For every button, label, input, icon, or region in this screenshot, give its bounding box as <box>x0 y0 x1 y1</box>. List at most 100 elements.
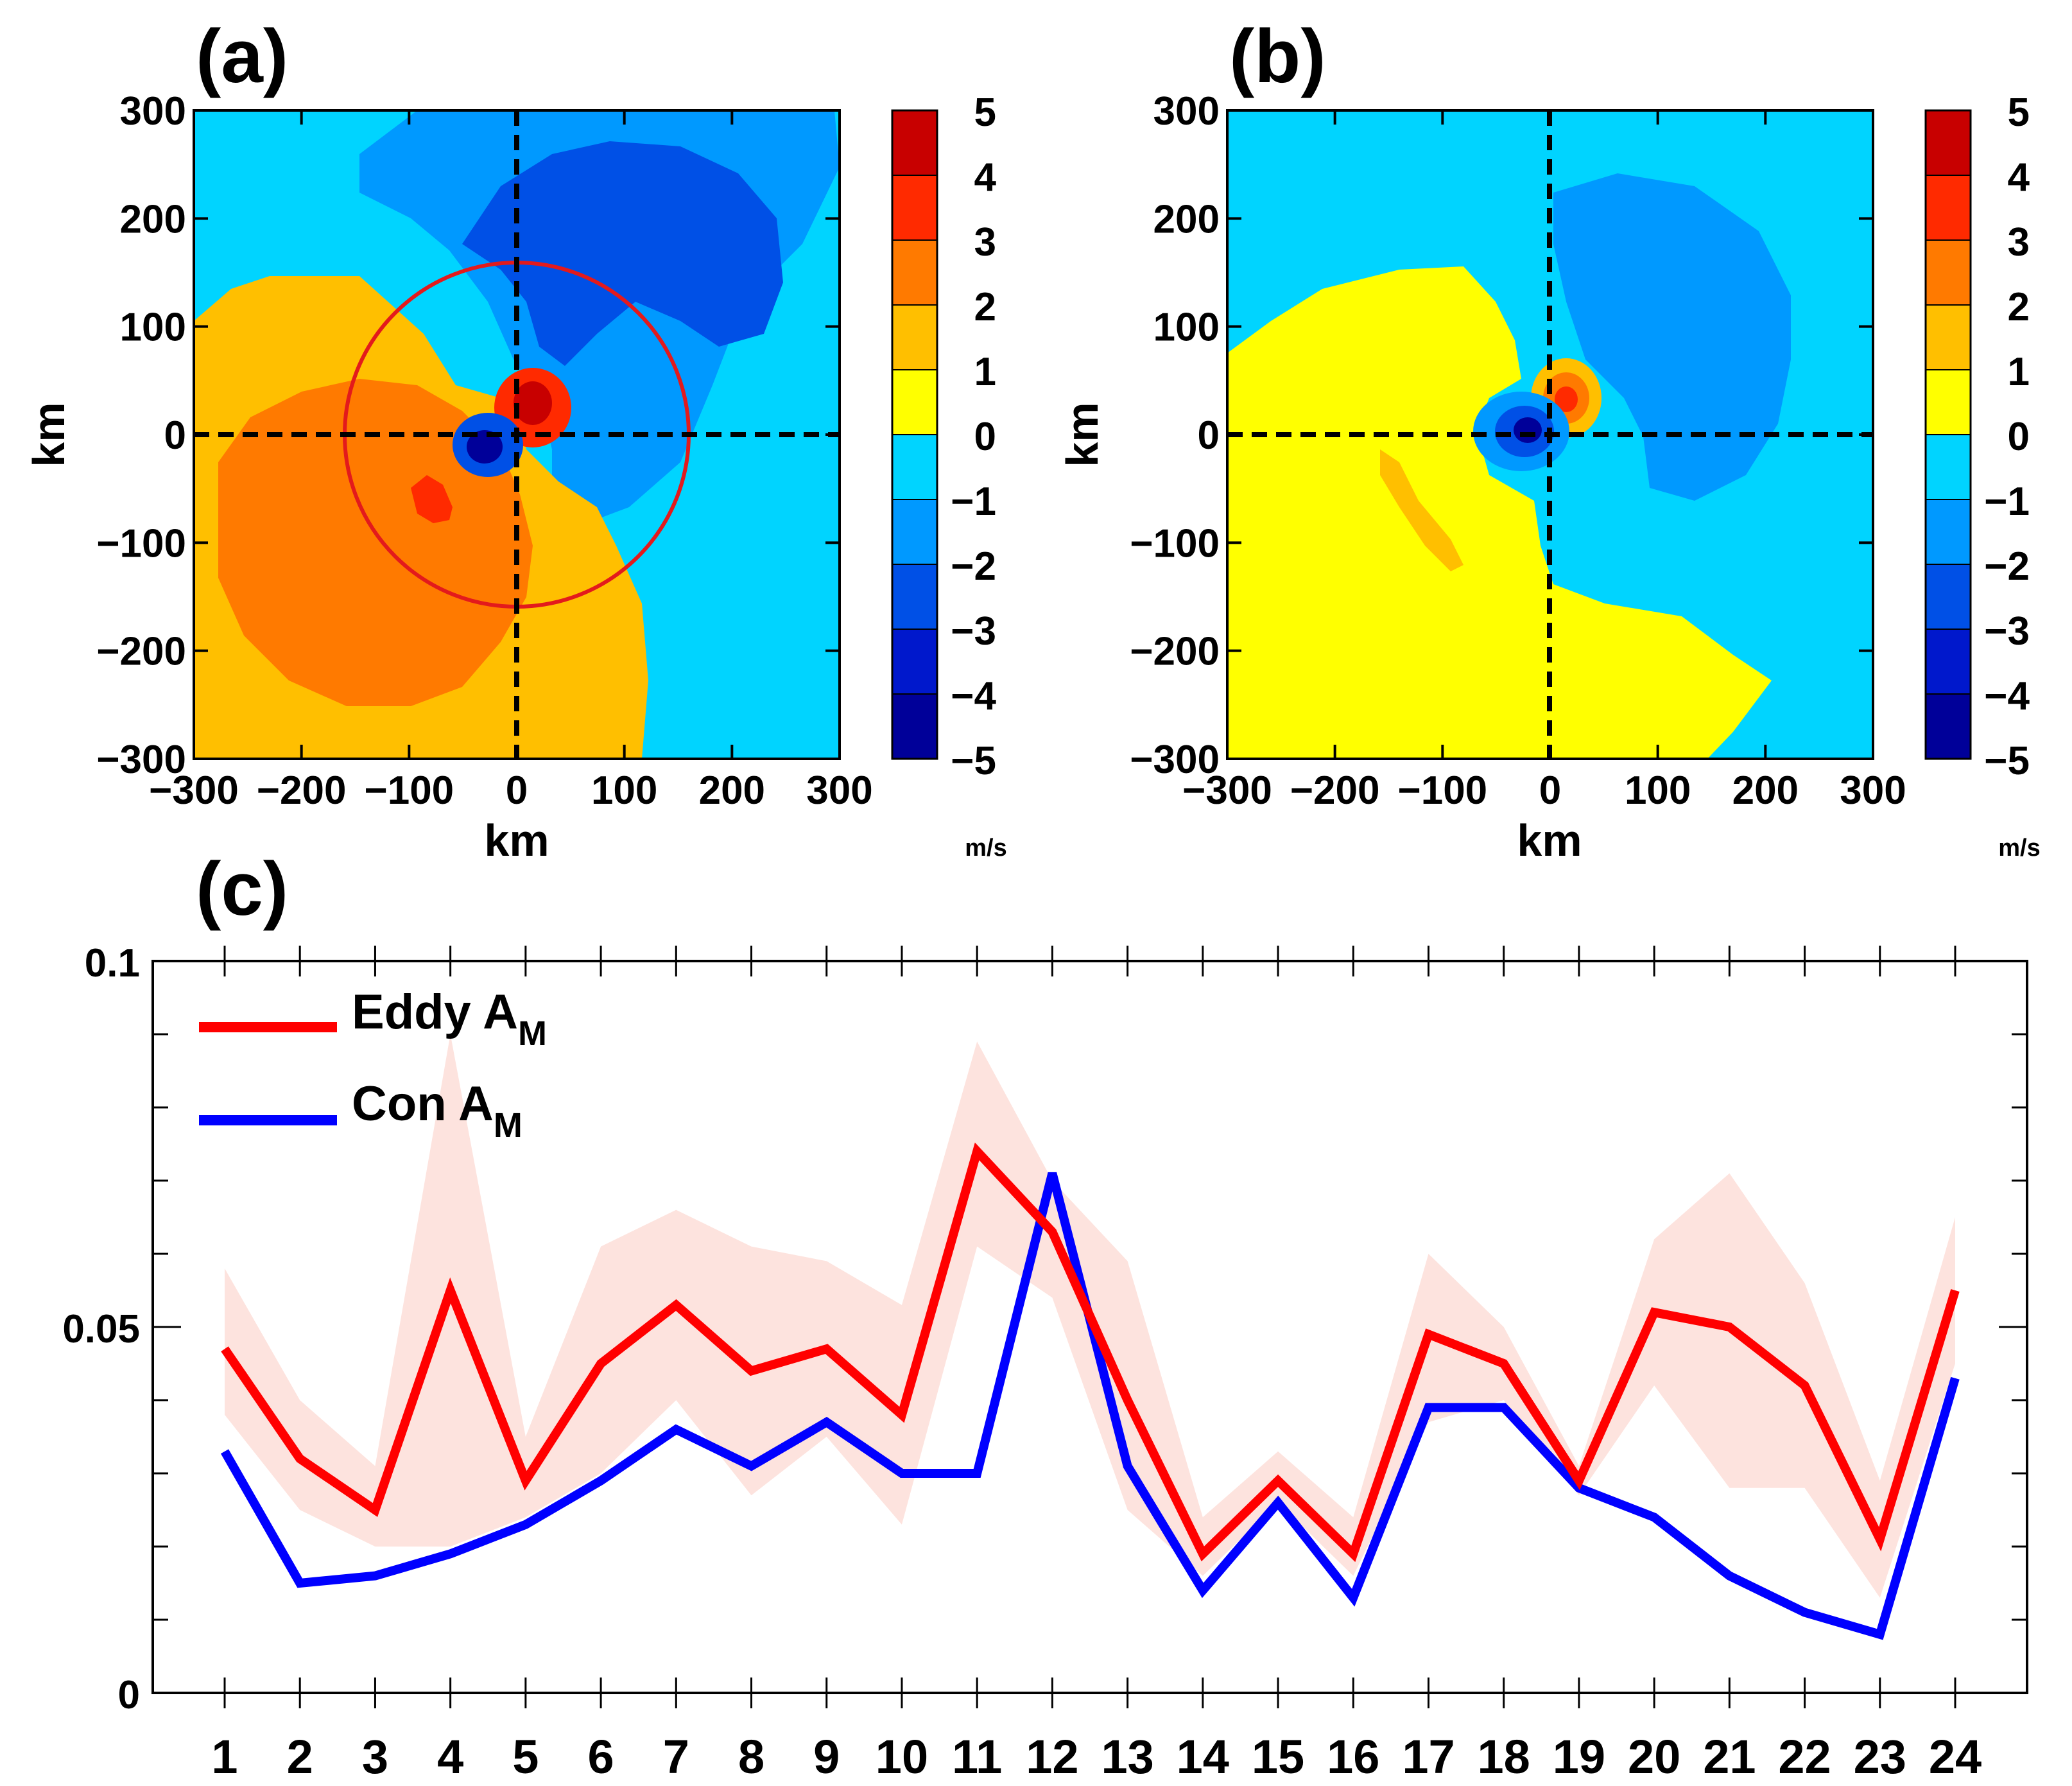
panel-c-ytick-label: 0.05 <box>62 1307 140 1351</box>
panel-c-xtick-label: 1 <box>211 1730 237 1783</box>
panel-a: (a) −300−300 −200 −200 −100 −100 0 0 100 100 200 2… <box>24 14 1007 865</box>
panel-b-label: (b) <box>1229 14 1326 99</box>
panel-b-ytick-label: 0 <box>1198 413 1220 458</box>
panel-b-colorbar-level <box>1926 240 1971 306</box>
panel-c-xtick-label: 13 <box>1101 1730 1153 1783</box>
panel-c-xtick-label: 14 <box>1177 1730 1229 1783</box>
panel-b-colorbar-level <box>1926 305 1971 370</box>
panel-c-xtick-label: 3 <box>362 1730 388 1783</box>
panel-a-strong-negative-region <box>462 141 783 366</box>
panel-b-colorbar-unit: m/s <box>1998 835 2040 862</box>
panel-a-colorbar-tick-label: 0 <box>974 415 996 459</box>
panel-b-colorbar-tick-label: −1 <box>1984 480 2030 524</box>
panel-a-colorbar: 5 4 3 2 1 0 −1 −2 −3 −4 −5 <box>891 91 997 783</box>
panel-b-colorbar-tick-label: 5 <box>2008 91 2030 135</box>
panel-c-xtick-label: 15 <box>1252 1730 1304 1783</box>
panel-b-ylabel: km <box>1057 402 1107 467</box>
panel-a-colorbar-level <box>892 499 937 565</box>
panel-b-ytick-label: −100 <box>1130 521 1220 566</box>
panel-a-colorbar-tick-label: 2 <box>974 285 996 329</box>
panel-c-axes: 1 2 3 4 5 6 7 8 9 10 11 12 13 14 15 16 17 18 19 20 21 22 23 240… <box>62 941 2027 1783</box>
panel-b-colorbar-level <box>1926 564 1971 630</box>
panel-c-xtick-label: 10 <box>876 1730 928 1783</box>
panel-c-xtick-label: 22 <box>1778 1730 1831 1783</box>
panel-a-colorbar-tick-label: 5 <box>974 91 996 135</box>
panel-a-xtick-label: 200 <box>699 768 765 813</box>
legend-con-label: Con AM <box>352 1077 522 1145</box>
panel-a-colorbar-tick-label: 1 <box>974 350 996 394</box>
panel-a-ytick-label: 200 <box>120 197 186 241</box>
panel-a-colorbar-level <box>892 110 937 176</box>
panel-b-positive-core-center <box>1555 386 1578 412</box>
panel-b-colorbar-level <box>1926 175 1971 241</box>
panel-a-strong-positive-region <box>218 379 533 706</box>
panel-b-light-orange-patch <box>1380 449 1463 571</box>
panel-a-colorbar-tick-label: −1 <box>951 480 996 524</box>
panel-c-xtick-label: 16 <box>1327 1730 1379 1783</box>
panel-a-xtick-label: −100 <box>365 768 454 813</box>
panel-b-colorbar-tick-label: −3 <box>1984 609 2030 654</box>
panel-b-ytick-label: −300 <box>1130 738 1220 782</box>
panel-a-ytick-label: 0 <box>164 413 186 458</box>
panel-b-colorbar-tick-label: 2 <box>2008 285 2030 329</box>
panel-c-xtick-label: 21 <box>1703 1730 1756 1783</box>
panel-b-ytick-label: 200 <box>1153 197 1220 241</box>
eddy-am-line <box>221 1142 1960 1563</box>
panel-c-xtick-label: 24 <box>1929 1730 1981 1783</box>
panel-a-field <box>194 110 840 759</box>
panel-c: (c) 1 2 3 4 5 6 7 8 9 10 11 12 13 14 15 16 17 18 19 20 21 22 2… <box>62 847 2028 1783</box>
panel-c-xtick-label: 2 <box>287 1730 313 1783</box>
panel-c-xtick-label: 8 <box>738 1730 764 1783</box>
panel-a-ytick-label: 100 <box>120 306 186 350</box>
panel-a-ytick-label: −200 <box>96 630 186 674</box>
panel-c-xtick-label: 6 <box>588 1730 614 1783</box>
panel-b-colorbar-level <box>1926 435 1971 500</box>
panel-b-colorbar-tick-label: 1 <box>2008 350 2030 394</box>
panel-a-colorbar-level <box>892 370 937 435</box>
panel-a-colorbar-tick-label: −4 <box>951 674 996 718</box>
panel-b-colorbar-tick-label: 4 <box>2008 155 2030 200</box>
panel-a-ytick-label: −100 <box>96 521 186 566</box>
panel-a-colorbar-level <box>892 564 937 630</box>
panel-b-field <box>1227 110 1873 759</box>
panel-b-colorbar-tick-label: −4 <box>1984 674 2030 718</box>
panel-c-xtick-label: 5 <box>512 1730 539 1783</box>
panel-a-label: (a) <box>196 14 288 99</box>
panel-a-colorbar-level <box>892 175 937 241</box>
panel-c-xtick-label: 7 <box>663 1730 689 1783</box>
panel-b-colorbar-level <box>1926 370 1971 435</box>
panel-a-xlabel: km <box>484 815 549 865</box>
panel-c-xtick-label: 18 <box>1478 1730 1530 1783</box>
legend-eddy-label: Eddy AM <box>352 985 547 1053</box>
panel-a-colorbar-level <box>892 435 937 500</box>
panel-a-ytick-label: −300 <box>96 738 186 782</box>
panel-a-colorbar-level <box>892 694 937 759</box>
panel-b-xtick-label: 0 <box>1539 768 1561 813</box>
panel-a-colorbar-tick-label: −3 <box>951 609 996 654</box>
panel-c-xtick-label: 4 <box>437 1730 463 1783</box>
panel-c-xtick-label: 12 <box>1026 1730 1078 1783</box>
panel-a-ylabel: km <box>24 402 74 467</box>
panel-a-colorbar-level <box>892 240 937 306</box>
panel-a-negative-core-inner <box>467 430 503 464</box>
panel-a-ytick-label: 300 <box>120 89 186 134</box>
panel-b-xlabel: km <box>1517 815 1582 865</box>
panel-c-xtick-label: 9 <box>813 1730 840 1783</box>
panel-a-colorbar-tick-label: 4 <box>974 155 997 200</box>
panel-b-colorbar-level <box>1926 694 1971 759</box>
panel-a-colorbar-tick-label: 3 <box>974 220 996 264</box>
panel-b-positive-region <box>1227 266 1772 759</box>
panel-b-xtick-label: 100 <box>1625 768 1691 813</box>
panel-a-xtick-label: −200 <box>257 768 347 813</box>
legend: Eddy AM Con AM <box>199 985 547 1145</box>
panel-b-colorbar-level <box>1926 629 1971 695</box>
panel-c-xtick-label: 20 <box>1628 1730 1680 1783</box>
panel-a-axes: −300−300 −200 −200 −100 −100 0 0 100 100 200 200 30… <box>96 89 872 813</box>
panel-a-colorbar-level <box>892 305 937 370</box>
panel-a-colorbar-unit: m/s <box>965 835 1006 862</box>
panel-c-label: (c) <box>196 847 288 932</box>
panel-c-ytick-label: 0 <box>118 1673 140 1717</box>
panel-b-axes: −300−300 −200 −200 −100 −100 0 0 100 100 200 200 30… <box>1130 89 1906 813</box>
panel-a-xtick-label: −300 <box>149 768 239 813</box>
